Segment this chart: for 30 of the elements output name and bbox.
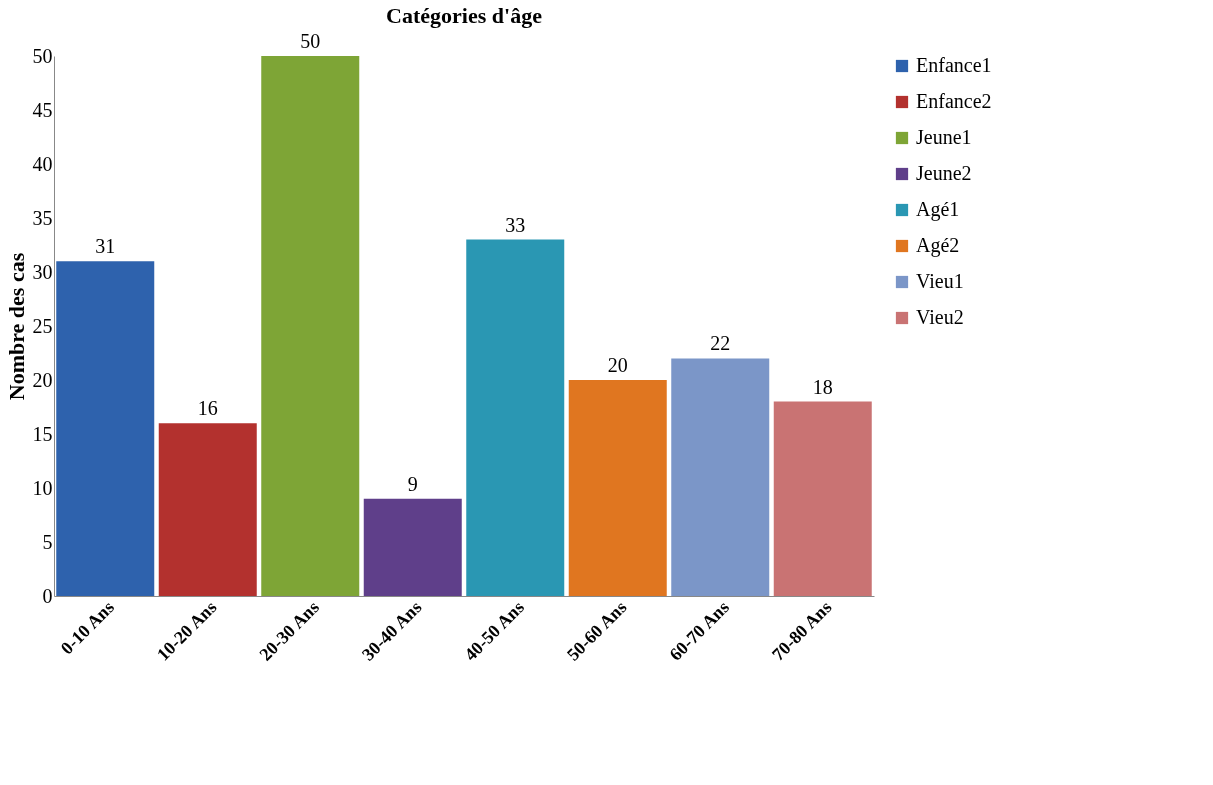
data-label: 20 bbox=[607, 354, 628, 376]
legend-label: Agé1 bbox=[916, 198, 960, 221]
y-tick-label: 45 bbox=[32, 98, 53, 121]
y-tick-label: 10 bbox=[32, 476, 53, 499]
legend-label: Vieu1 bbox=[916, 270, 964, 292]
y-axis-title: Nombre des cas bbox=[3, 252, 29, 401]
data-label: 50 bbox=[300, 30, 321, 52]
data-label: 33 bbox=[505, 213, 526, 236]
y-tick-label: 50 bbox=[32, 44, 53, 67]
y-tick-label: 40 bbox=[32, 152, 53, 175]
data-label: 9 bbox=[407, 472, 418, 495]
legend-label: Agé2 bbox=[916, 234, 960, 257]
y-tick-label: 30 bbox=[32, 260, 53, 283]
y-tick-label: 20 bbox=[32, 368, 53, 391]
legend-label: Enfance1 bbox=[916, 54, 992, 76]
data-label: 16 bbox=[197, 397, 218, 420]
y-tick-label: 15 bbox=[32, 422, 53, 445]
x-tick-label: 0-10 Ans bbox=[56, 597, 118, 659]
y-tick-label: 5 bbox=[42, 530, 53, 553]
legend-label: Enfance2 bbox=[916, 90, 992, 112]
data-label: 22 bbox=[710, 332, 731, 355]
data-label: 31 bbox=[95, 235, 116, 258]
chart-title: Catégories d'âge bbox=[386, 3, 543, 28]
legend-label: Vieu2 bbox=[916, 306, 964, 328]
legend-label: Jeune2 bbox=[916, 162, 972, 184]
legend-label: Jeune1 bbox=[916, 126, 972, 148]
y-tick-label: 0 bbox=[42, 584, 53, 607]
y-tick-label: 35 bbox=[32, 206, 53, 229]
data-label: 18 bbox=[812, 375, 833, 398]
y-tick-label: 25 bbox=[32, 314, 53, 337]
